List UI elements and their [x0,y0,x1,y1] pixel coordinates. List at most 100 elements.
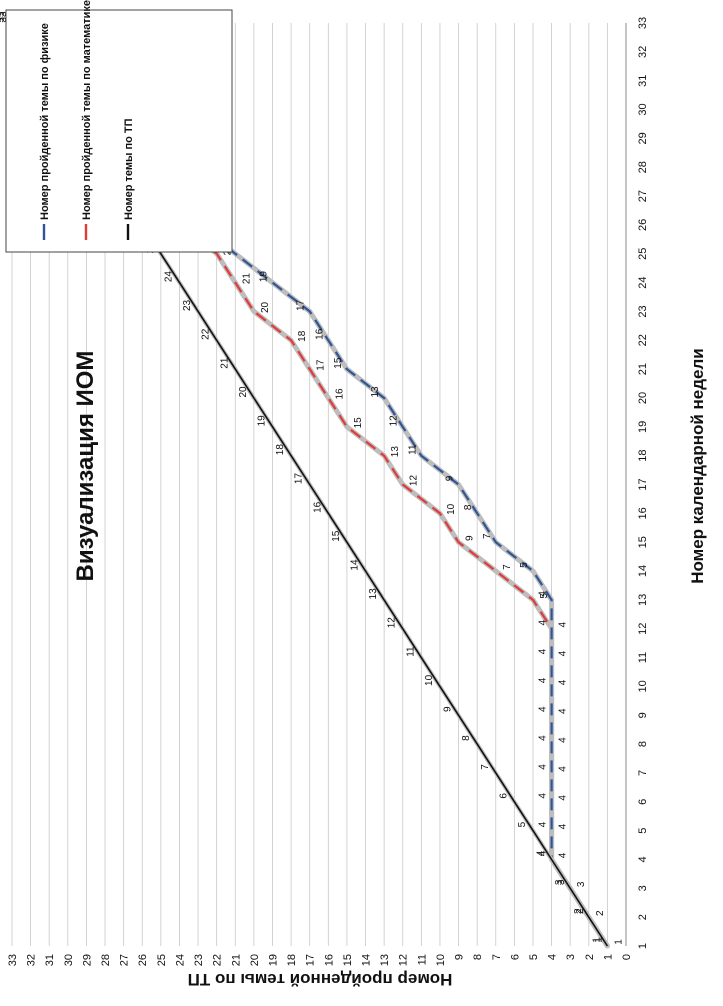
x-tick-label: 25 [637,248,649,260]
data-label: 19 [258,271,269,283]
y-tick-label: 23 [193,954,205,966]
data-label: 13 [390,446,401,458]
y-tick-label: 3 [565,954,577,960]
y-tick-label: 24 [174,954,186,966]
y-tick-label: 27 [119,954,131,966]
data-label: 4 [538,591,549,597]
data-label: 4 [538,850,549,856]
legend: Номер пройденной темы по физике Номер про… [5,0,233,253]
data-label: 4 [558,737,569,743]
y-tick-label: 18 [286,954,298,966]
y-tick-label: 17 [305,954,317,966]
data-label: 13 [368,588,379,600]
data-label: 15 [331,530,342,542]
data-label: 4 [538,620,549,626]
data-label: 22 [201,328,212,340]
data-label: 12 [409,475,420,487]
y-tick-label: 14 [361,954,373,966]
y-tick-label: 5 [528,954,540,960]
y-tick-label: 7 [491,954,503,960]
y-axis-ticks: 0123456789101112131415161718192021222324… [7,954,633,966]
data-label: 17 [316,359,327,371]
x-tick-label: 12 [637,623,649,635]
y-tick-label: 29 [81,954,93,966]
data-label: 8 [463,504,474,510]
data-label: 20 [238,386,249,398]
data-label: 24 [163,271,174,283]
y-tick-label: 1 [602,954,614,960]
data-label: 13 [370,386,381,398]
y-tick-label: 2 [584,954,596,960]
data-label: 16 [314,328,325,340]
y-tick-label: 13 [379,954,391,966]
data-label: 17 [294,473,305,485]
x-tick-label: 2 [637,914,649,920]
data-label: 10 [446,503,457,515]
data-label: 20 [260,301,271,313]
x-tick-label: 16 [637,507,649,519]
data-label: 3 [554,879,565,885]
data-label: 3 [556,879,567,885]
x-tick-label: 19 [637,421,649,433]
data-label: 4 [558,766,569,772]
y-tick-label: 25 [156,954,168,966]
data-label: 1 [593,937,604,943]
x-tick-label: 15 [637,536,649,548]
data-label: 21 [241,273,252,285]
data-label: 9 [465,535,476,541]
data-label: 7 [480,764,491,770]
x-axis-title: Номер календарной недели [688,348,707,584]
y-tick-label: 0 [621,954,633,960]
y-tick-label: 22 [212,954,224,966]
x-tick-label: 27 [637,190,649,202]
data-label: 7 [502,564,513,570]
x-tick-label: 14 [637,565,649,577]
data-label: 11 [407,444,418,455]
y-tick-label: 30 [63,954,75,966]
data-label: 16 [312,501,323,513]
x-tick-label: 17 [637,478,649,490]
x-tick-label: 7 [637,770,649,776]
data-label: 33 [0,11,9,23]
data-label: 12 [389,415,400,427]
x-tick-label: 1 [637,943,649,949]
data-label: 6 [498,793,509,799]
series-line [11,22,609,947]
y-tick-label: 9 [454,954,466,960]
data-label: 15 [353,417,364,429]
x-tick-label: 21 [637,363,649,375]
x-tick-label: 4 [637,856,649,862]
data-label: 18 [275,444,286,456]
data-label: 4 [538,648,549,654]
data-label: 2 [575,908,586,914]
data-label: 9 [443,706,454,712]
data-label: 4 [558,708,569,714]
x-tick-label: 32 [637,46,649,58]
x-tick-label: 28 [637,161,649,173]
data-label: 16 [334,388,345,400]
data-label: 4 [538,677,549,683]
x-tick-label: 29 [637,132,649,144]
x-tick-label: 22 [637,334,649,346]
data-label: 2 [573,908,584,914]
data-label: 7 [482,533,493,539]
x-tick-label: 5 [637,828,649,834]
x-tick-label: 10 [637,680,649,692]
data-label: 4 [558,679,569,685]
y-tick-label: 15 [342,954,354,966]
x-tick-label: 26 [637,219,649,231]
data-label: 4 [538,821,549,827]
data-label: 1 [613,939,624,945]
data-label: 4 [558,622,569,628]
y-tick-label: 32 [26,954,38,966]
data-label: 4 [558,650,569,656]
y-tick-label: 6 [509,954,521,960]
data-label: 4 [538,793,549,799]
data-label: 4 [538,764,549,770]
x-tick-label: 20 [637,392,649,404]
data-label: 10 [424,674,435,686]
data-label: 21 [219,357,230,369]
chart-title: Визуализация ИОМ [72,351,99,582]
x-tick-label: 9 [637,712,649,718]
